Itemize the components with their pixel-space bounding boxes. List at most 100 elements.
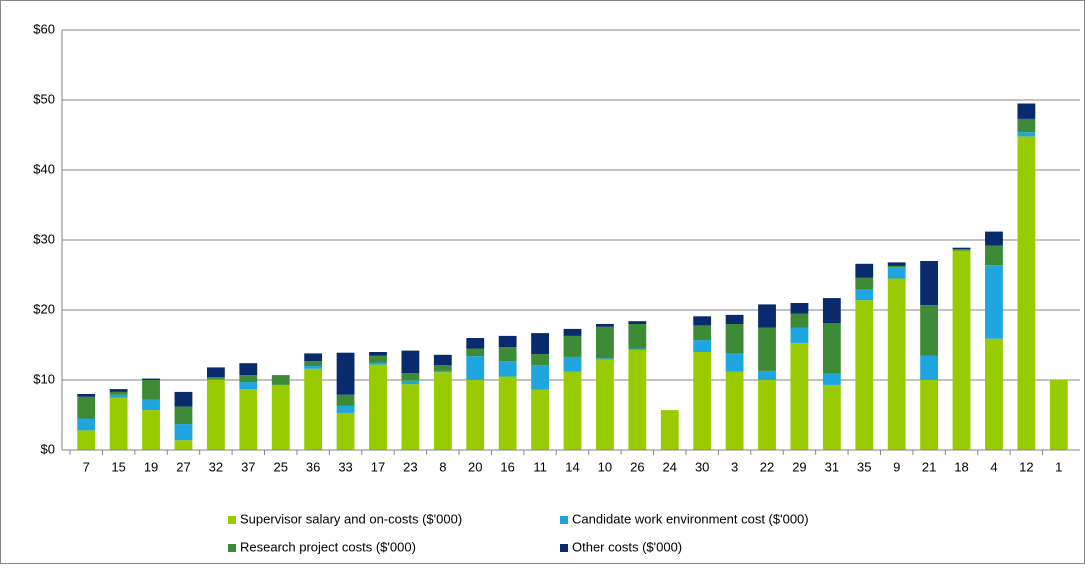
bar-segment	[401, 380, 420, 385]
x-tick-label: 22	[760, 459, 774, 474]
bar-segment	[725, 371, 744, 450]
bar-segment	[693, 352, 712, 450]
x-tick-label: 15	[111, 459, 125, 474]
bar-segment	[206, 377, 225, 380]
legend-label: Other costs ($'000)	[572, 539, 682, 554]
bar-segment	[239, 375, 258, 383]
bar-segment	[628, 321, 647, 324]
bar-segment	[174, 391, 193, 407]
bar-segment	[822, 373, 841, 385]
bar-segment	[887, 265, 906, 268]
bar-segment	[725, 353, 744, 372]
bar-segment	[596, 324, 614, 327]
bar-segment	[985, 245, 1003, 266]
bar-segment	[628, 349, 647, 450]
x-tick-label: 25	[273, 459, 287, 474]
x-tick-label: 8	[439, 459, 446, 474]
bar-segment	[142, 399, 160, 411]
bar-segment	[758, 327, 776, 371]
bar-segment	[563, 335, 582, 357]
bar-segment	[239, 363, 258, 376]
x-tick-label: 29	[792, 459, 806, 474]
bar-segment	[336, 352, 355, 395]
bar-segment	[1017, 136, 1036, 450]
bar-segment	[304, 361, 323, 366]
bar-segment	[433, 370, 452, 373]
x-tick-label: 12	[1019, 459, 1033, 474]
bar-segment	[369, 364, 387, 450]
bar-segment	[109, 391, 128, 395]
bar-segment	[531, 389, 549, 450]
bar-segment	[758, 304, 776, 328]
bar-segment	[271, 384, 290, 450]
bar-segment	[433, 372, 452, 450]
x-tick-label: 9	[893, 459, 900, 474]
bar-segment	[206, 379, 225, 380]
bar-segment	[239, 382, 258, 390]
x-tick-label: 23	[403, 459, 417, 474]
bar-segment	[142, 380, 160, 400]
bar-segment	[790, 342, 809, 450]
bar-segment	[174, 440, 193, 450]
legend-swatch	[560, 516, 568, 524]
x-tick-label: 10	[598, 459, 612, 474]
x-tick-label: 33	[338, 459, 352, 474]
x-tick-label: 18	[954, 459, 968, 474]
bar-segment	[563, 356, 582, 372]
bar-segment	[174, 424, 193, 441]
bar-segment	[77, 396, 96, 419]
bar-segment	[369, 352, 387, 356]
bar-segment	[563, 371, 582, 450]
bar-segment	[109, 389, 128, 392]
legend-swatch	[560, 544, 568, 552]
y-tick-label: $20	[33, 301, 55, 316]
bar-segment	[985, 338, 1003, 450]
legend-swatch	[228, 544, 236, 552]
bar-segment	[596, 358, 614, 360]
y-tick-label: $0	[41, 441, 55, 456]
bar-segment	[790, 303, 809, 314]
bar-segment	[401, 384, 420, 450]
bar-segment	[206, 380, 225, 450]
bar-segment	[822, 298, 841, 324]
bar-segment	[1049, 380, 1068, 450]
bar-segment	[952, 250, 971, 450]
bar-segment	[693, 325, 712, 341]
bar-segment	[206, 367, 225, 378]
bar-segment	[920, 305, 939, 356]
bar-segment	[466, 338, 485, 349]
bar-segment	[498, 376, 517, 450]
x-tick-label: 11	[533, 459, 547, 474]
bar-segment	[142, 378, 160, 380]
bar-segment	[142, 410, 160, 450]
x-tick-label: 1	[1055, 459, 1062, 474]
bar-segment	[952, 249, 971, 251]
bar-segment	[596, 359, 614, 450]
bar-segment	[822, 384, 841, 450]
bar-segment	[498, 347, 517, 362]
x-tick-label: 21	[922, 459, 936, 474]
bar-segment	[596, 326, 614, 359]
x-tick-label: 37	[241, 459, 255, 474]
bar-segment	[855, 263, 874, 278]
bar-segment	[855, 289, 874, 301]
bar-segment	[466, 348, 485, 357]
bar-segment	[628, 348, 647, 350]
bar-segment	[725, 324, 744, 354]
x-tick-label: 7	[83, 459, 90, 474]
bar-segment	[466, 356, 485, 380]
bar-segment	[952, 247, 971, 250]
x-tick-label: 36	[306, 459, 320, 474]
x-tick-label: 17	[371, 459, 385, 474]
bar-segment	[304, 353, 323, 362]
bar-segment	[369, 355, 387, 363]
bar-segment	[985, 265, 1003, 339]
y-tick-label: $50	[33, 91, 55, 106]
bar-segment	[822, 323, 841, 374]
bar-segment	[855, 277, 874, 289]
bar-segment	[336, 405, 355, 413]
x-tick-label: 32	[209, 459, 223, 474]
x-tick-label: 20	[468, 459, 482, 474]
bar-segment	[920, 380, 939, 450]
